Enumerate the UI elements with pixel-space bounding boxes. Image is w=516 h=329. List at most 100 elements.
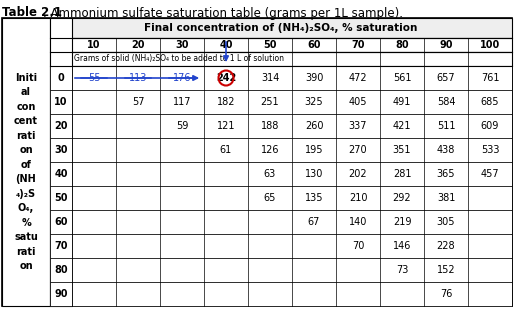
Text: 80: 80	[395, 40, 409, 50]
Text: 270: 270	[349, 145, 367, 155]
Text: 390: 390	[305, 73, 323, 83]
Bar	[50, 162, 512, 186]
Text: cent: cent	[14, 116, 38, 126]
Text: 152: 152	[437, 265, 455, 275]
Text: 561: 561	[393, 73, 411, 83]
Text: 242: 242	[216, 73, 236, 83]
Text: 176: 176	[173, 73, 191, 83]
Text: 685: 685	[481, 97, 499, 107]
Text: 140: 140	[349, 217, 367, 227]
Text: 351: 351	[393, 145, 411, 155]
Bar	[50, 18, 512, 38]
Text: 609: 609	[481, 121, 499, 131]
Text: O₄,: O₄,	[18, 203, 34, 213]
Text: 70: 70	[352, 241, 364, 251]
Bar	[50, 114, 512, 138]
Bar	[2, 18, 50, 306]
Text: 73: 73	[396, 265, 408, 275]
Bar	[50, 52, 512, 66]
Text: 337: 337	[349, 121, 367, 131]
Text: 30: 30	[175, 40, 189, 50]
Bar	[50, 138, 512, 162]
Bar	[50, 258, 512, 282]
Bar	[50, 210, 512, 234]
Text: 60: 60	[307, 40, 321, 50]
Text: rati: rati	[16, 131, 36, 141]
Text: 59: 59	[176, 121, 188, 131]
Text: 20: 20	[131, 40, 145, 50]
Text: 60: 60	[54, 217, 68, 227]
Text: 182: 182	[217, 97, 235, 107]
Text: 457: 457	[481, 169, 499, 179]
Text: 146: 146	[393, 241, 411, 251]
Text: 57: 57	[132, 97, 144, 107]
Text: 251: 251	[261, 97, 279, 107]
Text: 130: 130	[305, 169, 323, 179]
Bar	[50, 66, 512, 90]
Text: Grams of solid (NH₄)₂SO₄ to be added to 1 L of solution: Grams of solid (NH₄)₂SO₄ to be added to …	[74, 55, 284, 63]
Text: 491: 491	[393, 97, 411, 107]
Bar	[50, 90, 512, 114]
Text: 292: 292	[393, 193, 411, 203]
Text: 100: 100	[480, 40, 500, 50]
Text: 657: 657	[437, 73, 455, 83]
Text: Final concentration of (NH₄)₂SO₄, % saturation: Final concentration of (NH₄)₂SO₄, % satu…	[144, 23, 417, 33]
Text: 20: 20	[54, 121, 68, 131]
Text: con: con	[17, 102, 36, 112]
Text: Table 2.1: Table 2.1	[2, 7, 62, 19]
Text: 30: 30	[54, 145, 68, 155]
Text: 10: 10	[87, 40, 101, 50]
Text: 195: 195	[305, 145, 323, 155]
Text: 210: 210	[349, 193, 367, 203]
Text: on: on	[19, 145, 33, 155]
Text: 76: 76	[440, 289, 452, 299]
Text: 126: 126	[261, 145, 279, 155]
Text: 228: 228	[437, 241, 455, 251]
Text: 188: 188	[261, 121, 279, 131]
Text: 63: 63	[264, 169, 276, 179]
Bar	[50, 18, 72, 306]
Text: 70: 70	[54, 241, 68, 251]
Text: 260: 260	[305, 121, 323, 131]
Text: 438: 438	[437, 145, 455, 155]
Text: 70: 70	[351, 40, 365, 50]
Text: al: al	[21, 87, 31, 97]
Text: 305: 305	[437, 217, 455, 227]
Text: 61: 61	[220, 145, 232, 155]
Text: 281: 281	[393, 169, 411, 179]
Text: satu: satu	[14, 232, 38, 242]
Text: 50: 50	[263, 40, 277, 50]
Text: on: on	[19, 261, 33, 271]
Text: %: %	[21, 218, 31, 228]
Text: of: of	[21, 160, 31, 170]
Text: 90: 90	[439, 40, 453, 50]
Text: 50: 50	[54, 193, 68, 203]
Text: 55: 55	[88, 73, 100, 83]
Text: 381: 381	[437, 193, 455, 203]
Text: rati: rati	[16, 247, 36, 257]
Text: 584: 584	[437, 97, 455, 107]
Bar	[50, 186, 512, 210]
Bar	[50, 282, 512, 306]
Bar	[50, 234, 512, 258]
Text: 761: 761	[481, 73, 499, 83]
Text: 365: 365	[437, 169, 455, 179]
Text: 0: 0	[58, 73, 64, 83]
Text: 40: 40	[54, 169, 68, 179]
Text: . Ammonium sulfate saturation table (grams per 1L sample).: . Ammonium sulfate saturation table (gra…	[43, 7, 403, 19]
Text: 40: 40	[219, 40, 233, 50]
Text: ₄)₂S: ₄)₂S	[16, 189, 36, 199]
Bar	[50, 38, 512, 52]
Text: 421: 421	[393, 121, 411, 131]
Text: 135: 135	[305, 193, 323, 203]
Text: 472: 472	[349, 73, 367, 83]
Text: 202: 202	[349, 169, 367, 179]
Text: 121: 121	[217, 121, 235, 131]
Bar	[2, 18, 512, 306]
Text: 325: 325	[304, 97, 324, 107]
Text: 117: 117	[173, 97, 191, 107]
Text: 67: 67	[308, 217, 320, 227]
Text: 533: 533	[481, 145, 499, 155]
Text: 405: 405	[349, 97, 367, 107]
Text: 113: 113	[129, 73, 147, 83]
